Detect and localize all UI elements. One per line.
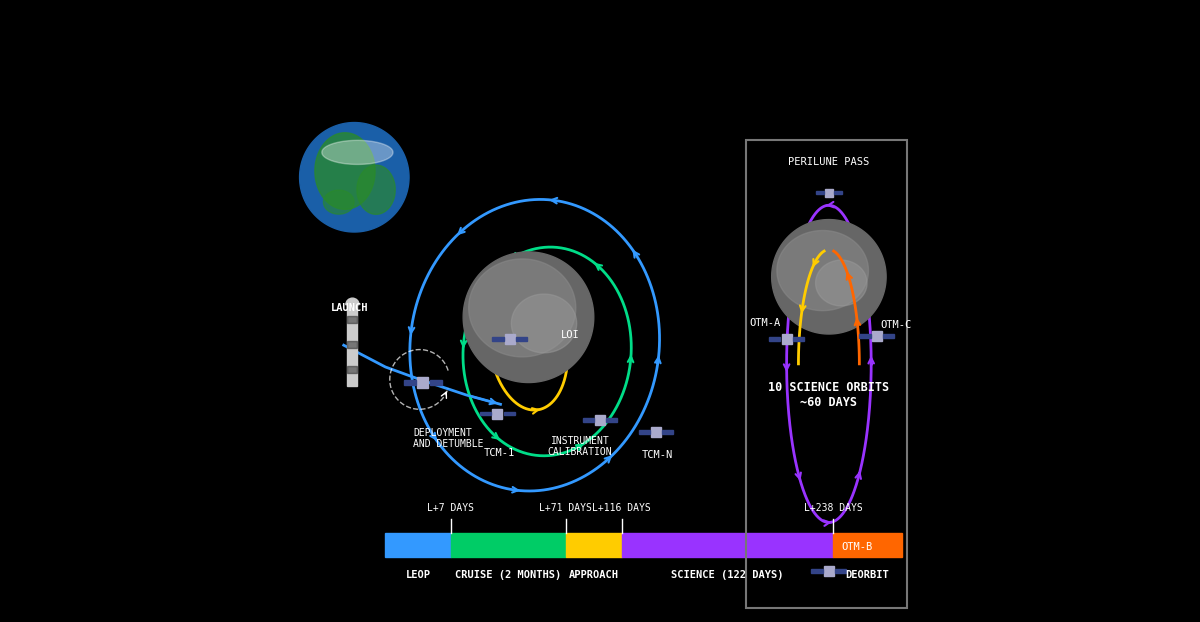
Bar bbox=[451, 533, 565, 557]
Bar bbox=[385, 533, 451, 557]
Bar bbox=[826, 189, 833, 197]
Bar bbox=[662, 430, 673, 434]
Bar bbox=[348, 305, 358, 386]
Text: OTM-B: OTM-B bbox=[841, 542, 872, 552]
Polygon shape bbox=[776, 231, 869, 310]
Text: L+71 DAYS: L+71 DAYS bbox=[539, 503, 593, 513]
Bar bbox=[348, 366, 358, 373]
Bar bbox=[859, 334, 870, 338]
Bar bbox=[872, 331, 882, 341]
Bar bbox=[582, 418, 594, 422]
Bar bbox=[833, 533, 901, 557]
Polygon shape bbox=[469, 259, 576, 357]
Bar bbox=[769, 337, 780, 341]
Text: OTM-C: OTM-C bbox=[880, 320, 911, 330]
Bar bbox=[516, 337, 527, 341]
Bar bbox=[811, 569, 823, 573]
Bar bbox=[480, 412, 491, 415]
Bar bbox=[816, 192, 824, 194]
Bar bbox=[638, 430, 649, 434]
Bar bbox=[505, 334, 515, 344]
Text: APPROACH: APPROACH bbox=[569, 570, 619, 580]
Wedge shape bbox=[346, 298, 359, 305]
Text: DEORBIT: DEORBIT bbox=[846, 570, 889, 580]
Bar bbox=[781, 334, 792, 344]
Bar bbox=[834, 192, 842, 194]
Bar bbox=[565, 533, 622, 557]
Text: L+116 DAYS: L+116 DAYS bbox=[593, 503, 652, 513]
Text: L+238 DAYS: L+238 DAYS bbox=[804, 503, 863, 513]
Text: DEPLOYMENT
AND DETUMBLE: DEPLOYMENT AND DETUMBLE bbox=[413, 428, 484, 449]
Text: 10 SCIENCE ORBITS
~60 DAYS: 10 SCIENCE ORBITS ~60 DAYS bbox=[768, 381, 889, 409]
Bar bbox=[652, 427, 661, 437]
Bar bbox=[492, 409, 503, 419]
Polygon shape bbox=[772, 220, 886, 334]
Polygon shape bbox=[511, 294, 577, 353]
Text: TCM-1: TCM-1 bbox=[484, 448, 515, 458]
Bar bbox=[430, 381, 442, 384]
Bar bbox=[348, 341, 358, 348]
Bar bbox=[403, 381, 416, 384]
Text: LEOP: LEOP bbox=[406, 570, 431, 580]
Bar bbox=[835, 569, 846, 573]
Polygon shape bbox=[300, 123, 409, 232]
Polygon shape bbox=[322, 141, 392, 164]
Bar bbox=[824, 566, 834, 576]
Polygon shape bbox=[324, 190, 354, 214]
Text: TCM-N: TCM-N bbox=[642, 450, 673, 460]
Bar bbox=[606, 418, 618, 422]
Bar bbox=[746, 140, 907, 608]
Bar bbox=[883, 334, 894, 338]
Text: CRUISE (2 MONTHS): CRUISE (2 MONTHS) bbox=[455, 570, 562, 580]
Bar bbox=[595, 415, 605, 425]
Polygon shape bbox=[816, 260, 868, 306]
Bar bbox=[504, 412, 515, 415]
Text: LOI: LOI bbox=[560, 330, 580, 340]
Text: L+7 DAYS: L+7 DAYS bbox=[427, 503, 474, 513]
Bar bbox=[348, 316, 358, 323]
Text: INSTRUMENT
CALIBRATION: INSTRUMENT CALIBRATION bbox=[547, 436, 612, 457]
Bar bbox=[793, 337, 804, 341]
Polygon shape bbox=[463, 252, 594, 383]
Text: SCIENCE (122 DAYS): SCIENCE (122 DAYS) bbox=[671, 570, 784, 580]
Text: LAUNCH: LAUNCH bbox=[331, 303, 368, 313]
Text: OTM-A: OTM-A bbox=[749, 318, 780, 328]
Bar bbox=[622, 533, 833, 557]
Bar bbox=[418, 377, 428, 388]
Bar bbox=[492, 337, 504, 341]
Polygon shape bbox=[356, 165, 395, 215]
Polygon shape bbox=[314, 132, 376, 210]
Text: PERILUNE PASS: PERILUNE PASS bbox=[788, 157, 870, 167]
